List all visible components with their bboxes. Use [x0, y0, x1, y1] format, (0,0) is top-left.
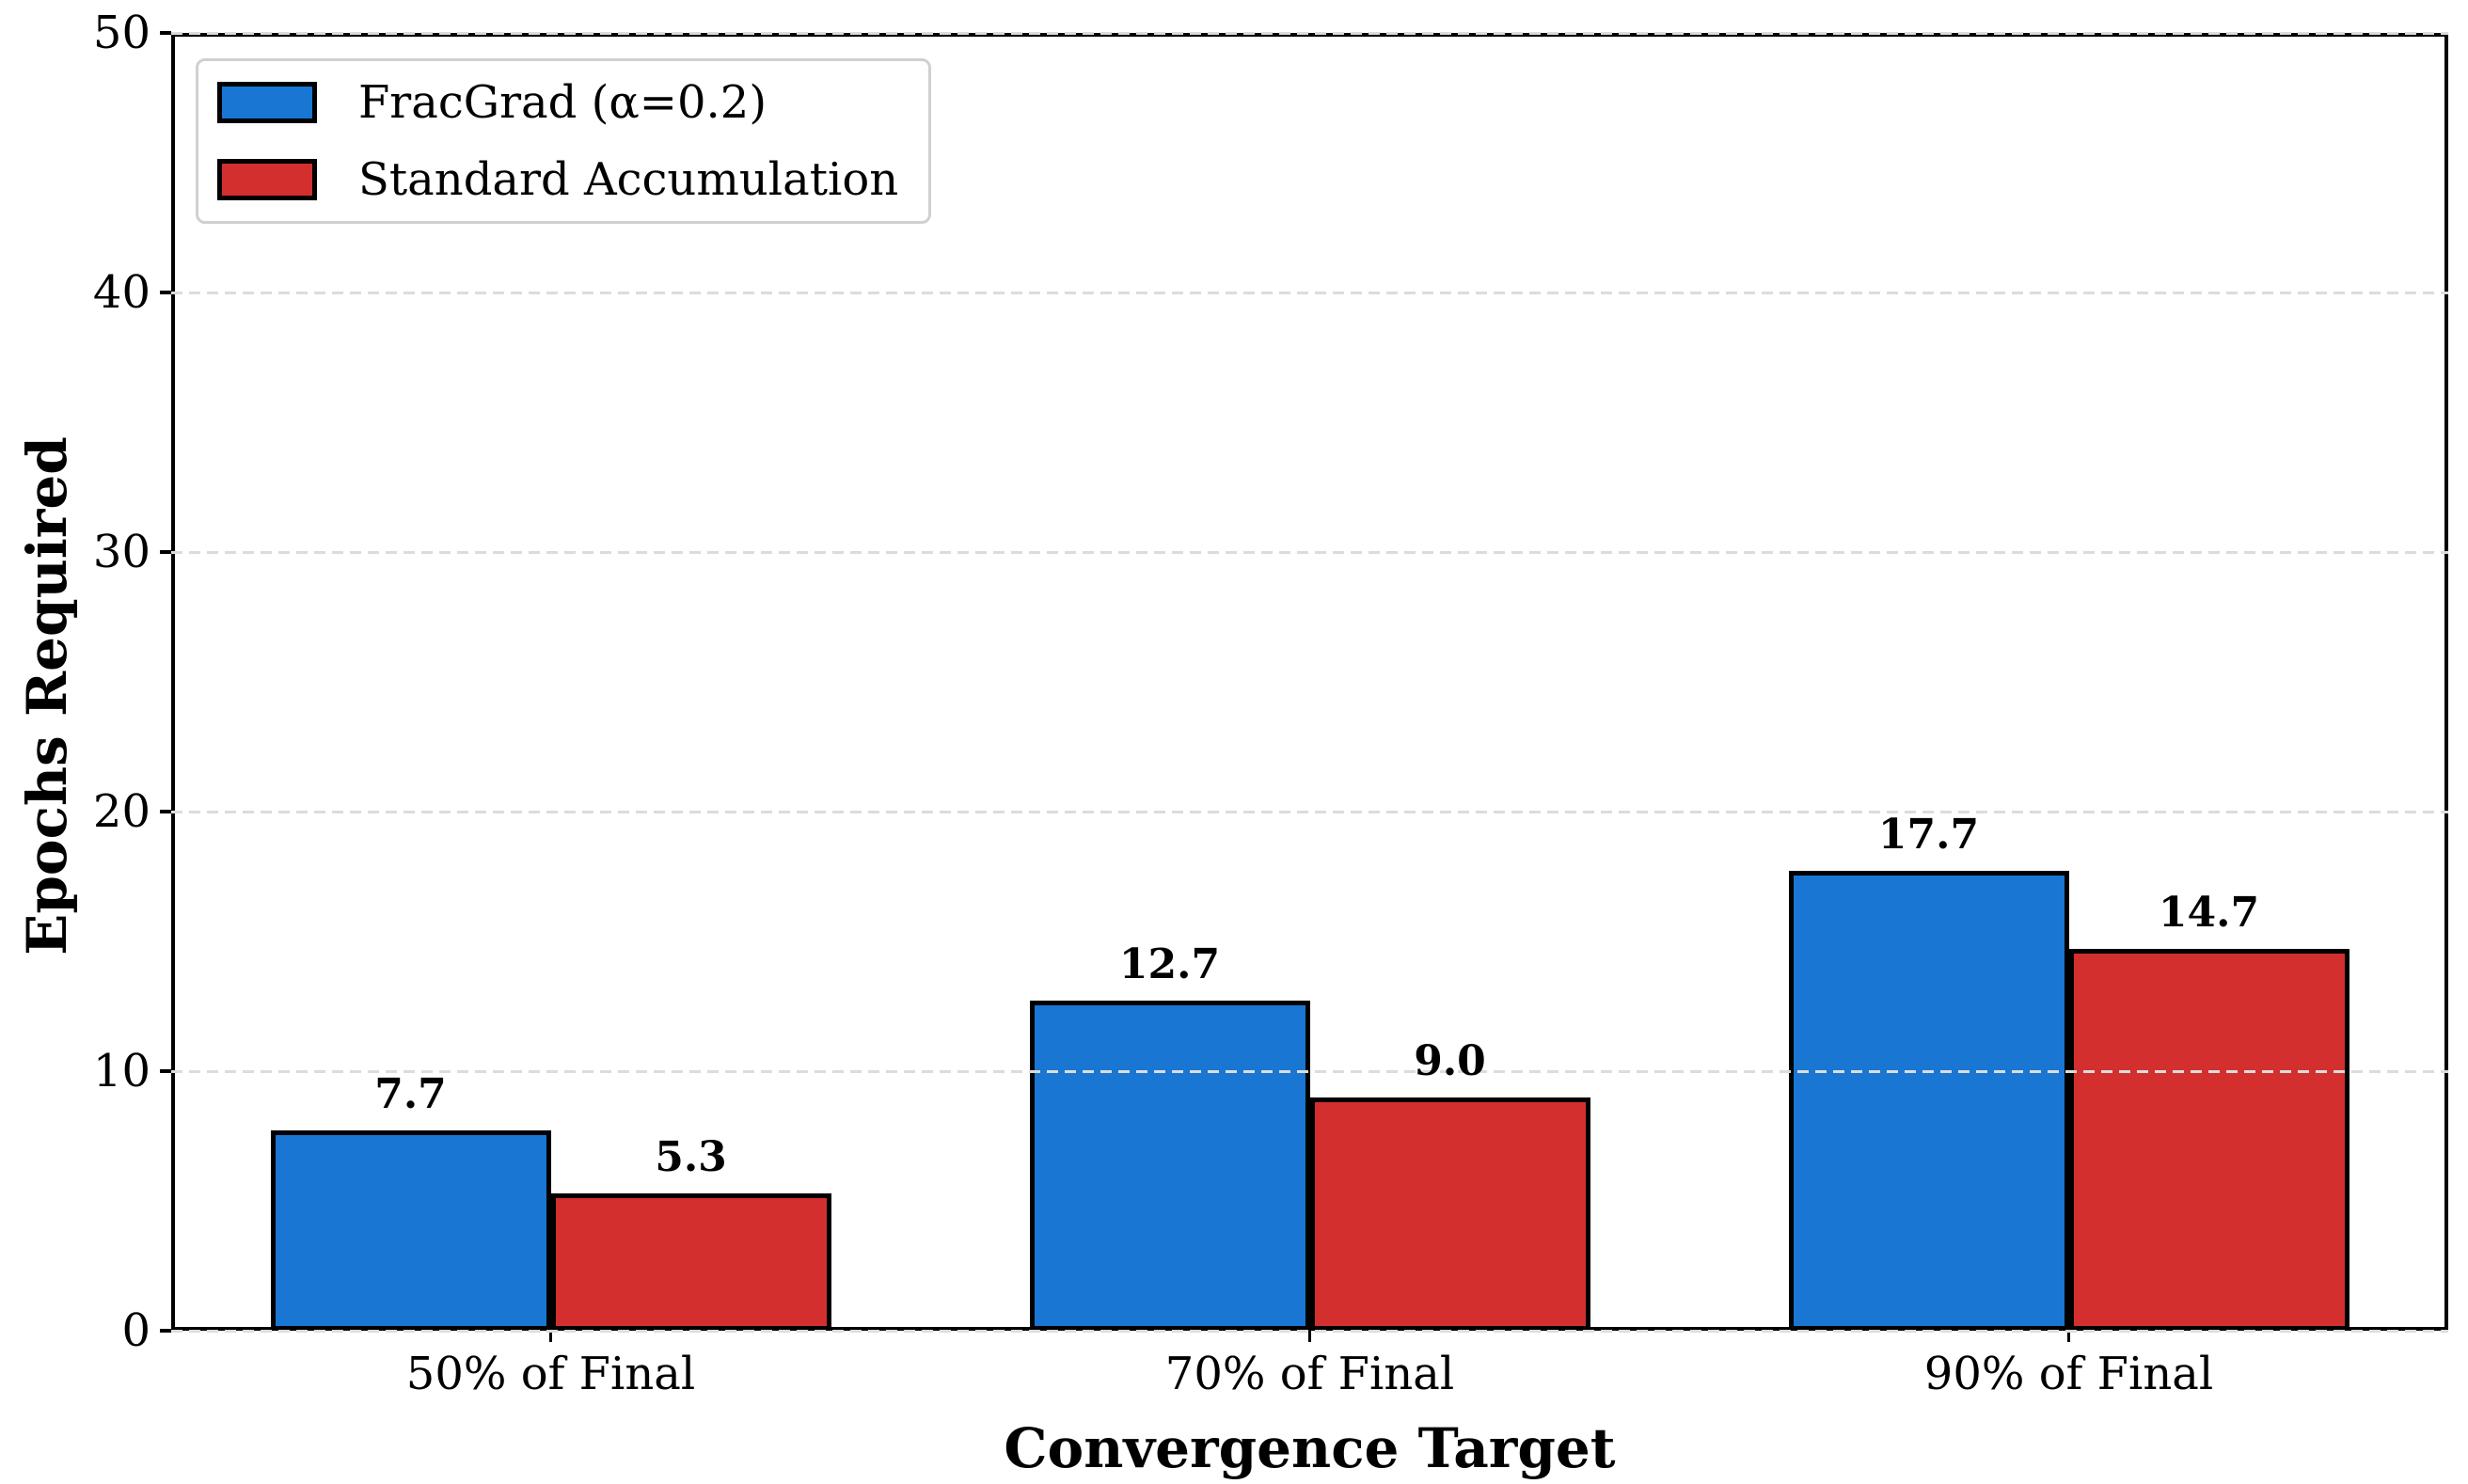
plot-area: 7.7 12.7 17.7 5.3 9.0 14.7 — [160, 31, 2448, 1342]
legend-label-standard: Standard Accumulation — [358, 153, 899, 206]
gridline-y20 — [171, 810, 2448, 813]
bar-value-label: 9.0 — [1414, 1036, 1486, 1085]
gridline-y40 — [171, 291, 2448, 294]
y-tick-label: 40 — [92, 266, 150, 319]
bar-value-label: 14.7 — [2158, 889, 2260, 938]
x-tick-mark — [548, 1331, 553, 1342]
gridline-y0 — [171, 1329, 2448, 1333]
y-tick-label: 0 — [121, 1304, 150, 1357]
bar-standard-70pct — [1309, 1097, 1590, 1331]
y-tick-mark — [160, 1329, 171, 1333]
y-tick-mark — [160, 31, 171, 35]
bar-fracgrad-70pct — [1029, 1001, 1310, 1331]
y-tick-label: 50 — [92, 7, 150, 59]
legend: FracGrad (α=0.2) Standard Accumulation — [196, 58, 932, 224]
legend-label-fracgrad: FracGrad (α=0.2) — [358, 76, 767, 129]
bar-fracgrad-90pct — [1788, 871, 2069, 1331]
bar-value-label: 7.7 — [374, 1070, 447, 1119]
y-tick-label: 30 — [92, 526, 150, 578]
gridline-y30 — [171, 550, 2448, 554]
bar-value-label: 12.7 — [1118, 940, 1221, 989]
legend-swatch-fracgrad-icon — [217, 82, 317, 123]
bar-standard-50pct — [550, 1192, 831, 1331]
y-tick-mark — [160, 550, 171, 554]
gridline-y50 — [171, 31, 2448, 35]
legend-item-fracgrad: FracGrad (α=0.2) — [217, 80, 898, 125]
x-tick-mark — [1307, 1331, 1312, 1342]
legend-item-standard: Standard Accumulation — [217, 157, 898, 202]
x-axis-title: Convergence Target — [1004, 1416, 1616, 1480]
gridline-y10 — [171, 1069, 2448, 1073]
x-tick-label: 90% of Final — [1923, 1348, 2214, 1400]
y-tick-mark — [160, 1069, 171, 1073]
x-tick-label: 50% of Final — [405, 1348, 696, 1400]
bar-value-label: 17.7 — [1877, 811, 1980, 860]
x-tick-label: 70% of Final — [1164, 1348, 1455, 1400]
bar-fracgrad-50pct — [270, 1130, 551, 1331]
y-tick-label: 20 — [92, 785, 150, 838]
y-tick-mark — [160, 291, 171, 294]
x-tick-mark — [2066, 1331, 2071, 1342]
legend-swatch-standard-icon — [217, 159, 317, 200]
y-tick-label: 10 — [92, 1045, 150, 1097]
y-tick-mark — [160, 810, 171, 813]
bar-standard-90pct — [2068, 949, 2349, 1331]
bar-value-label: 5.3 — [655, 1132, 727, 1181]
y-axis-title: Epochs Required — [15, 436, 79, 955]
